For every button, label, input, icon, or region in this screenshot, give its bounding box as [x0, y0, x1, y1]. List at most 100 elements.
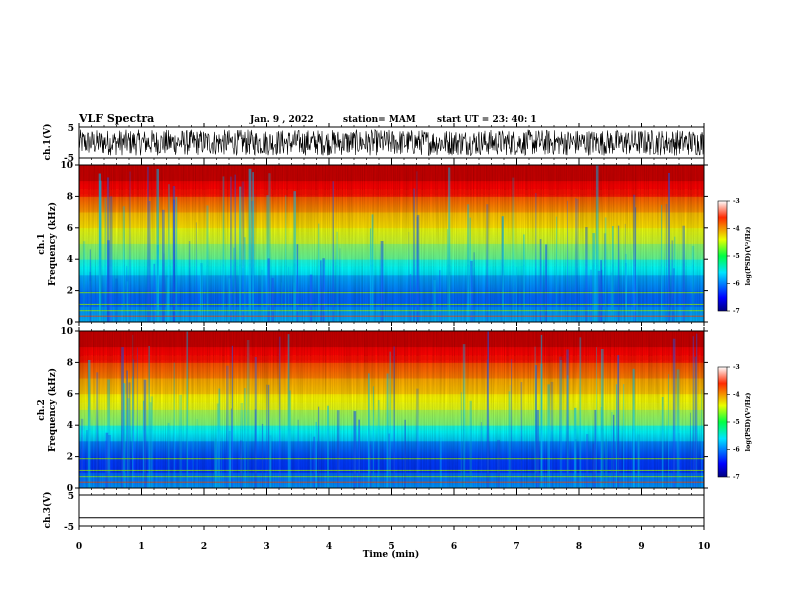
- spectrogram-band: [79, 470, 704, 472]
- spectrogram-band: [79, 400, 704, 403]
- ch1-spectrogram-ylabel-freq: Frequency (kHz): [47, 202, 58, 286]
- spectrogram-burst: [309, 274, 313, 322]
- spectrogram-burst: [175, 196, 178, 322]
- spectrogram-burst: [371, 214, 374, 322]
- spectrogram-band: [79, 165, 704, 167]
- spectrogram-band: [79, 208, 704, 210]
- spectrogram-band: [79, 464, 704, 466]
- spectrogram-band: [79, 267, 704, 269]
- spectrogram-band: [79, 361, 704, 363]
- spectrogram-band: [79, 296, 704, 298]
- spectrogram-band: [79, 402, 704, 405]
- ytick-label: 10: [60, 327, 73, 337]
- spectrogram-band: [79, 231, 704, 234]
- spectrogram-band: [79, 260, 704, 262]
- spectrogram-burst: [98, 173, 101, 322]
- spectrogram-band: [79, 275, 704, 278]
- spectrogram-band: [79, 166, 704, 169]
- spectrogram-burst: [597, 270, 601, 322]
- ytick-label: 0: [67, 318, 73, 328]
- spectrogram-band: [79, 172, 704, 175]
- spectrogram-band: [79, 421, 704, 423]
- spectrogram-band: [79, 338, 704, 341]
- ch1-ytick-bottom: -5: [64, 154, 74, 164]
- spectrogram-burst: [246, 340, 250, 488]
- spectrogram-band: [79, 225, 704, 228]
- spectrogram-burst: [166, 277, 169, 322]
- spectrogram-band: [79, 244, 704, 246]
- spectrogram-burst: [497, 439, 500, 488]
- spectrogram-band: [79, 241, 704, 243]
- spectrogram-burst: [567, 200, 568, 322]
- spectrogram-burst: [665, 203, 668, 322]
- spectrogram-burst: [520, 382, 523, 488]
- spectrogram-band: [79, 445, 704, 448]
- spectrogram-band: [79, 385, 704, 388]
- spectrogram-band: [79, 286, 704, 289]
- spectrogram-burst: [668, 374, 669, 488]
- spectrogram-band: [79, 420, 704, 422]
- spectrogram-burst: [460, 392, 462, 488]
- ch3-ytick-bottom: -5: [64, 523, 74, 533]
- ch1-waveform-path: [78, 128, 705, 157]
- spectrogram-band: [79, 253, 704, 255]
- colorbar-tick-label: -3: [733, 198, 740, 205]
- spectrogram-band: [79, 349, 704, 352]
- spectrogram-burst: [186, 331, 189, 488]
- spectrogram-burst: [469, 217, 471, 322]
- spectrogram-band: [79, 414, 704, 416]
- spectrogram-burst: [188, 241, 191, 322]
- xtick-label: 8: [576, 542, 582, 552]
- spectrogram-band: [79, 431, 704, 433]
- spectrogram-band: [79, 403, 704, 405]
- spectrogram-band: [79, 378, 704, 380]
- xtick-label: 10: [698, 542, 711, 552]
- spectrogram-burst: [234, 174, 236, 322]
- spectrogram-band: [79, 229, 704, 232]
- spectrogram-band: [79, 449, 704, 452]
- spectrogram-burst: [216, 403, 219, 488]
- spectrogram-line: [79, 481, 704, 483]
- spectrogram-band: [79, 333, 704, 336]
- spectrogram-burst: [105, 432, 109, 488]
- spectrogram-band: [79, 439, 704, 442]
- xtick-label: 1: [138, 542, 144, 552]
- spectrogram-band: [79, 453, 704, 456]
- spectrogram-band: [79, 316, 704, 318]
- spectrogram-burst: [320, 260, 322, 322]
- spectrogram-band: [79, 197, 704, 199]
- ytick-label: 2: [67, 453, 73, 463]
- spectrogram-burst: [132, 334, 134, 488]
- spectrogram-band: [79, 452, 704, 455]
- spectrogram-burst: [369, 228, 372, 322]
- spectrogram-band: [79, 257, 704, 259]
- spectrogram-band: [79, 450, 704, 453]
- spectrogram-band: [79, 178, 704, 181]
- spectrogram-burst: [600, 260, 602, 322]
- spectrogram-burst: [167, 422, 170, 488]
- spectrogram-band: [79, 259, 704, 261]
- spectrogram-burst: [586, 434, 589, 488]
- spectrogram-band: [79, 371, 704, 373]
- spectrogram-burst: [269, 435, 272, 488]
- spectrogram-band: [79, 484, 704, 486]
- spectrogram-band: [79, 272, 704, 275]
- ytick-label: 10: [60, 161, 73, 171]
- spectrogram-band: [79, 437, 704, 440]
- spectrogram-burst: [467, 204, 470, 322]
- spectrogram-band: [79, 185, 704, 187]
- spectrogram-band: [79, 239, 704, 241]
- ch1-waveform-panel: 5 -5 ch.1(V): [42, 124, 705, 164]
- spectrogram-band: [79, 427, 704, 429]
- spectrogram-band: [79, 256, 704, 258]
- spectrogram-band: [79, 357, 704, 359]
- spectrogram-band: [79, 317, 704, 319]
- spectrogram-burst: [617, 225, 620, 322]
- spectrogram-band: [79, 433, 704, 435]
- spectrogram-burst: [231, 345, 233, 488]
- spectrogram-burst: [309, 433, 312, 488]
- spectrogram-burst: [539, 239, 542, 322]
- spectrogram-band: [79, 383, 704, 385]
- spectrogram-band: [79, 318, 704, 320]
- spectrogram-band: [79, 262, 704, 264]
